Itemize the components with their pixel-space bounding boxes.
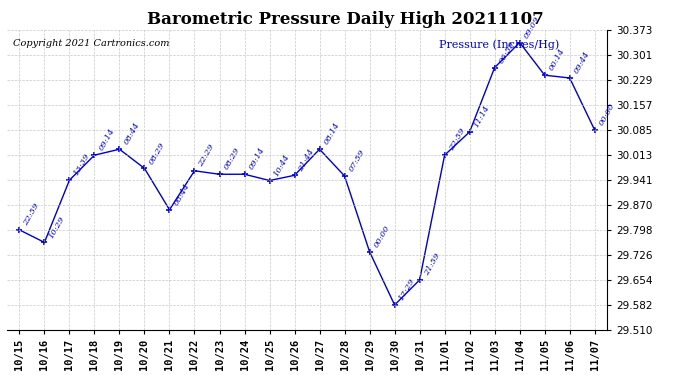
Text: 00:00: 00:00 [373,224,391,249]
Text: Barometric Pressure Daily High 20211107: Barometric Pressure Daily High 20211107 [146,11,544,28]
Text: 08:29: 08:29 [147,141,166,166]
Text: 17:29: 17:29 [397,277,417,302]
Text: 08:14: 08:14 [322,122,342,147]
Text: 09:14: 09:14 [97,127,117,152]
Text: 22:29: 22:29 [197,143,217,168]
Text: 08:44: 08:44 [122,122,141,147]
Text: 22:59: 22:59 [447,127,466,152]
Text: 08:44: 08:44 [172,182,191,207]
Text: 21:59: 21:59 [422,252,442,277]
Text: 06:59: 06:59 [497,40,517,65]
Text: 21:44: 21:44 [297,147,317,172]
Text: 10:44: 10:44 [273,153,291,178]
Text: 08:29: 08:29 [222,146,242,171]
Text: 09:44: 09:44 [573,50,591,75]
Text: Copyright 2021 Cartronics.com: Copyright 2021 Cartronics.com [13,39,170,48]
Text: 09:09: 09:09 [522,15,542,40]
Text: 13:39: 13:39 [72,152,91,177]
Text: 00:00: 00:00 [598,102,617,128]
Text: 07:59: 07:59 [347,148,366,173]
Text: 10:29: 10:29 [47,214,66,240]
Text: Pressure (Inches/Hg): Pressure (Inches/Hg) [439,39,560,50]
Text: 22:59: 22:59 [22,202,41,227]
Text: 09:14: 09:14 [247,146,266,171]
Text: 11:14: 11:14 [473,104,491,129]
Text: 00:14: 00:14 [547,47,566,72]
